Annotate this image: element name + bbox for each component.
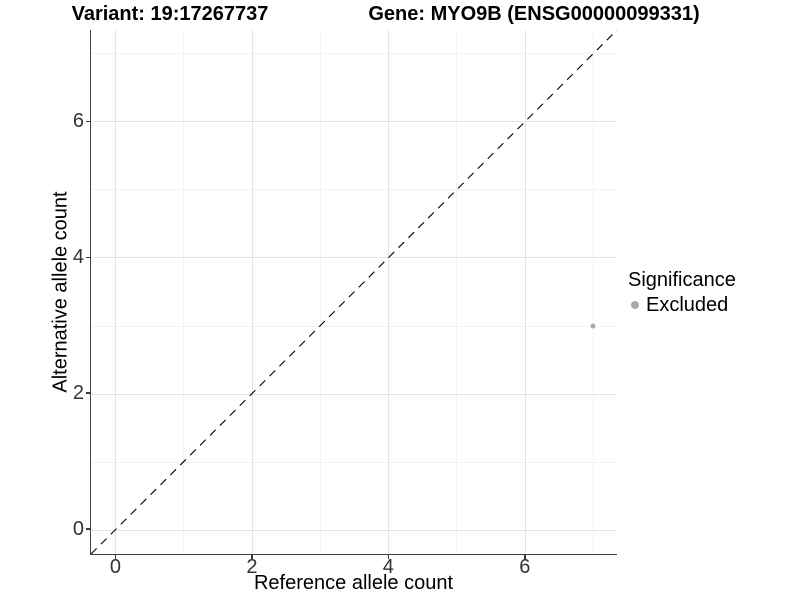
y-tick-label: 6 — [72, 110, 84, 133]
y-tick-mark — [85, 528, 90, 530]
gridline-x-major — [524, 29, 526, 554]
x-tick-mark — [114, 554, 117, 559]
plot-panel — [90, 29, 617, 555]
x-tick-label: 4 — [382, 556, 394, 578]
x-tick-mark — [524, 554, 526, 559]
gridline-y-minor — [91, 325, 617, 327]
legend-key-dot — [631, 301, 639, 309]
legend-title: Significance — [628, 269, 736, 291]
y-tick-mark — [85, 392, 90, 394]
x-tick-label: 0 — [109, 556, 121, 578]
data-point — [590, 323, 596, 329]
y-tick-label: 0 — [72, 518, 84, 541]
gridline-x-major — [251, 29, 253, 554]
legend-item-label: Excluded — [646, 294, 729, 316]
gridline-y-major — [91, 257, 617, 259]
y-axis-title: Alternative allele count — [49, 191, 72, 393]
gridline-y-minor — [91, 189, 617, 191]
gridline-x-minor — [456, 29, 458, 554]
legend-item: Excluded — [628, 294, 736, 316]
identity-line — [91, 30, 617, 554]
x-tick-mark — [251, 554, 253, 559]
legend: Significance Excluded — [628, 268, 736, 316]
gridline-x-minor — [319, 29, 321, 554]
gridline-x-minor — [593, 29, 595, 554]
gridline-x-major — [388, 29, 390, 554]
x-tick-label: 6 — [519, 556, 531, 578]
y-tick-label: 2 — [72, 382, 84, 405]
gridline-y-major — [91, 121, 617, 123]
gridline-y-minor — [91, 53, 617, 55]
plot-title-variant: Variant: 19:17267737 — [71, 3, 269, 25]
plot-title-gene: Gene: MYO9B (ENSG00000099331) — [368, 3, 700, 25]
x-axis-title: Reference allele count — [253, 572, 453, 594]
gridline-y-major — [91, 529, 617, 531]
gridline-x-minor — [183, 29, 185, 554]
x-tick-mark — [387, 554, 390, 559]
y-tick-mark — [85, 120, 90, 123]
y-tick-mark — [85, 256, 90, 258]
legend-items: Excluded — [628, 294, 736, 316]
y-tick-label: 4 — [72, 246, 84, 269]
gridline-x-major — [114, 29, 116, 554]
gridline-y-minor — [91, 461, 617, 463]
gridline-y-major — [91, 393, 617, 395]
identity-line-path — [91, 30, 617, 554]
x-tick-label: 2 — [246, 556, 258, 578]
